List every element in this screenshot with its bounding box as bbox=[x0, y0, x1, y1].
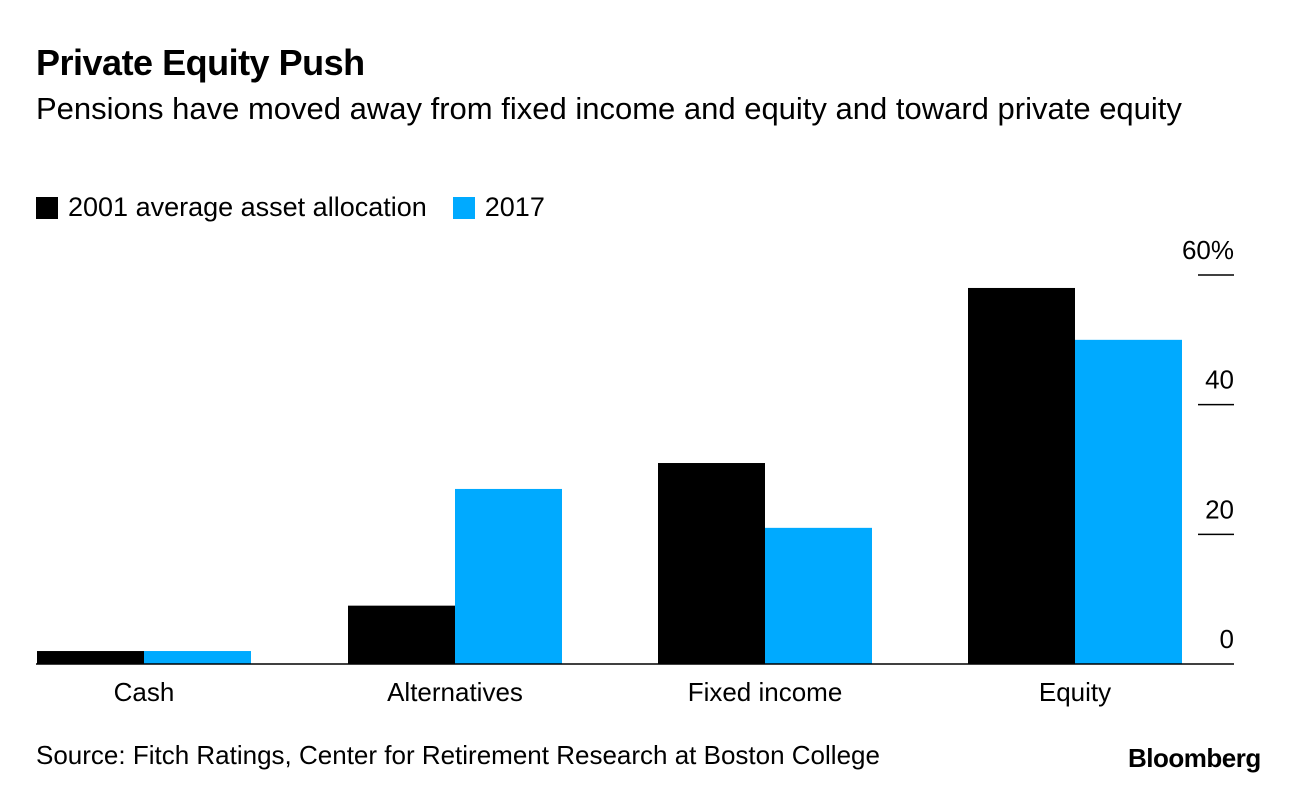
legend-swatch-2001 bbox=[36, 196, 58, 219]
legend-label-2001: 2001 average asset allocation bbox=[68, 192, 427, 222]
bar-equity-2017 bbox=[1075, 339, 1182, 664]
x-category-label-2: Fixed income bbox=[688, 677, 843, 707]
y-tick-label-0: 0 bbox=[1220, 624, 1234, 654]
legend-swatch-2017 bbox=[452, 196, 475, 219]
legend-item-2001: 2001 average asset allocation bbox=[36, 192, 427, 223]
chart-title: Private Equity Push bbox=[36, 42, 365, 83]
source-note: Source: Fitch Ratings, Center for Retire… bbox=[36, 740, 880, 770]
y-tick-label-1: 20 bbox=[1205, 494, 1234, 524]
x-category-label-1: Alternatives bbox=[387, 677, 523, 707]
bar-alternatives-2001 bbox=[348, 605, 455, 664]
chart-subtitle: Pensions have moved away from fixed inco… bbox=[36, 91, 1182, 126]
bloomberg-logo: Bloomberg bbox=[1128, 743, 1261, 773]
bar-cash-2017 bbox=[144, 651, 251, 664]
legend-item-2017: 2017 bbox=[452, 192, 545, 223]
x-category-label-3: Equity bbox=[1039, 677, 1111, 707]
y-tick-label-3: 60% bbox=[1182, 235, 1234, 265]
bar-fixed-income-2017 bbox=[765, 527, 872, 664]
x-category-label-0: Cash bbox=[114, 677, 175, 707]
legend: 2001 average asset allocation 2017 bbox=[36, 192, 571, 223]
bar-alternatives-2017 bbox=[455, 488, 562, 664]
bar-cash-2001 bbox=[37, 651, 144, 664]
bar-fixed-income-2001 bbox=[658, 463, 765, 664]
y-tick-label-2: 40 bbox=[1205, 365, 1234, 395]
legend-label-2017: 2017 bbox=[484, 192, 545, 222]
bar-equity-2001 bbox=[968, 287, 1075, 664]
